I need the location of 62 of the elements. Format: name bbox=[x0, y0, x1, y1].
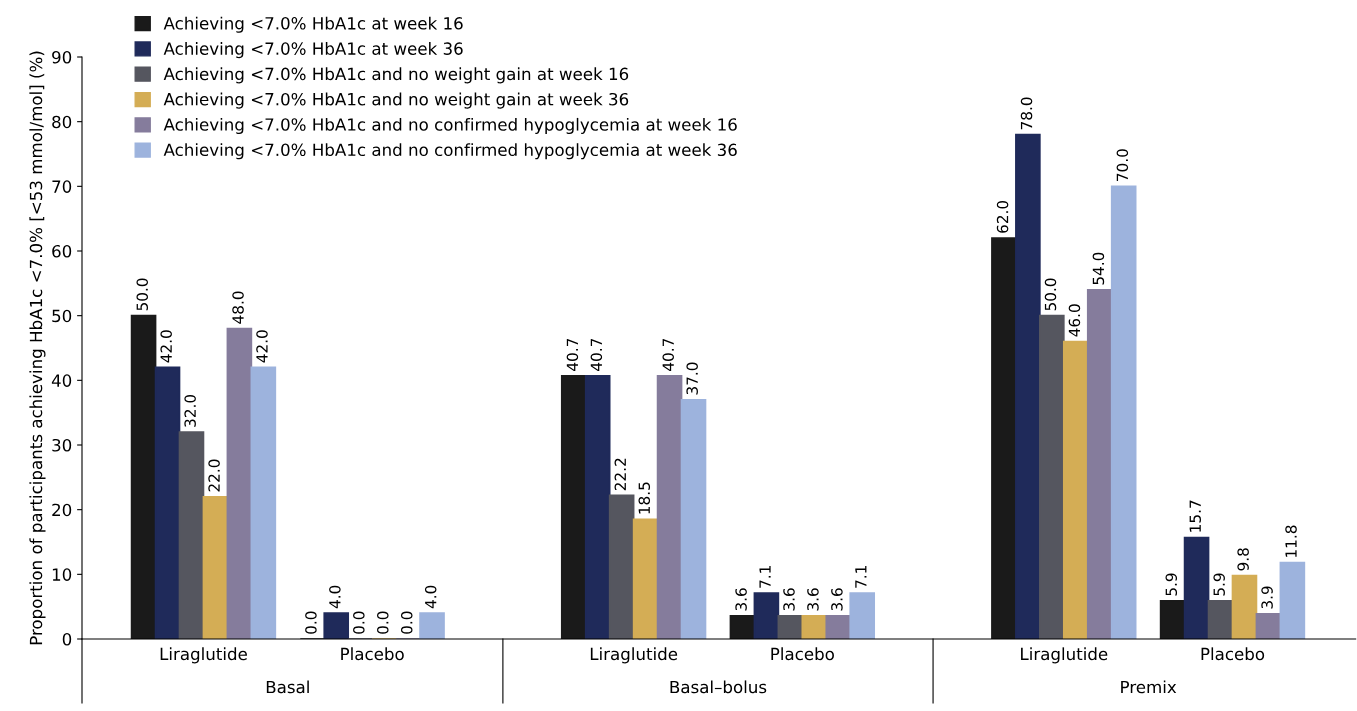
data-label: 22.0 bbox=[208, 459, 220, 492]
y-tick-label: 90 bbox=[52, 50, 72, 64]
data-label: 3.9 bbox=[1261, 586, 1273, 609]
legend-label: Achieving <7.0% HbA1c and no weight gain at week 16 bbox=[163, 67, 629, 84]
x-tick-label: Placebo bbox=[341, 647, 404, 661]
data-label: 3.6 bbox=[807, 588, 819, 611]
legend-label: Achieving <7.0% HbA1c at week 36 bbox=[163, 42, 463, 59]
data-label: 32.0 bbox=[184, 394, 196, 427]
text: Basal bbox=[266, 680, 309, 694]
data-label: 46.0 bbox=[1068, 304, 1081, 337]
data-label: 7.1 bbox=[855, 566, 867, 588]
text: Premix bbox=[1121, 680, 1177, 694]
x-tick-label: Liraglutide bbox=[590, 647, 678, 664]
data-label: 4.0 bbox=[329, 585, 341, 609]
data-label: 3.6 bbox=[783, 588, 795, 611]
data-label: 40.7 bbox=[566, 338, 579, 371]
data-label: 54.0 bbox=[1092, 252, 1105, 285]
data-label: 18.5 bbox=[638, 482, 651, 514]
data-label: 0.0 bbox=[353, 611, 365, 634]
text: Basal–bolus bbox=[670, 680, 767, 694]
data-label: 62.0 bbox=[996, 200, 1009, 233]
legend-label: Achieving <7.0% HbA1c at week 16 bbox=[163, 16, 463, 33]
y-tick-label: 10 bbox=[52, 568, 72, 581]
data-label: 15.7 bbox=[1189, 500, 1201, 532]
data-label: 7.1 bbox=[759, 566, 771, 588]
x-tick-label: Liraglutide bbox=[1021, 647, 1108, 664]
y-tick-label: 80 bbox=[52, 115, 72, 129]
y-tick-label: 60 bbox=[52, 244, 72, 258]
data-label: 4.0 bbox=[424, 585, 437, 609]
data-label: 0.0 bbox=[305, 611, 317, 634]
data-label: 40.7 bbox=[662, 338, 674, 371]
data-label: 48.0 bbox=[232, 291, 244, 324]
data-label: 70.0 bbox=[1116, 149, 1129, 181]
data-label: 11.8 bbox=[1285, 525, 1297, 557]
x-tick-label: Placebo bbox=[771, 647, 834, 661]
data-label: 9.8 bbox=[1237, 548, 1249, 571]
x-tick-label: Liraglutide bbox=[160, 647, 247, 664]
data-label: 5.9 bbox=[1213, 573, 1225, 596]
data-label: 3.6 bbox=[831, 588, 843, 611]
data-label: 50.0 bbox=[136, 278, 149, 311]
legend-label: Achieving <7.0% HbA1c and no weight gain at week 36 bbox=[163, 92, 629, 109]
y-tick-label: 0 bbox=[62, 632, 72, 646]
data-label: 22.2 bbox=[614, 458, 626, 491]
data-label: 42.0 bbox=[256, 330, 268, 363]
y-axis-title: Proportion of participants achieving HbA1c <7.0% [<53 mmol/mol] (%) bbox=[29, 51, 46, 645]
y-tick-label: 70 bbox=[52, 180, 72, 193]
data-label: 78.0 bbox=[1020, 97, 1033, 130]
y-tick-label: 50 bbox=[52, 309, 72, 323]
y-tick-label: 20 bbox=[52, 503, 72, 517]
legend-label: Achieving <7.0% HbA1c and no confirmed hypoglycemia at week 36 bbox=[163, 143, 737, 160]
legend-label: Achieving <7.0% HbA1c and no confirmed hypoglycemia at week 16 bbox=[163, 117, 737, 135]
x-tick-label: Placebo bbox=[1201, 647, 1265, 661]
data-label: 37.0 bbox=[686, 362, 698, 395]
data-label: 0.0 bbox=[400, 611, 413, 634]
y-tick-label: 30 bbox=[52, 438, 72, 452]
y-tick-label: 40 bbox=[51, 374, 72, 387]
data-label: 3.6 bbox=[735, 588, 747, 611]
data-label: 40.7 bbox=[590, 338, 603, 371]
data-label: 5.9 bbox=[1165, 573, 1178, 596]
data-label: 0.0 bbox=[377, 611, 389, 634]
data-label: 42.0 bbox=[160, 330, 172, 363]
data-label: 50.0 bbox=[1044, 278, 1057, 311]
